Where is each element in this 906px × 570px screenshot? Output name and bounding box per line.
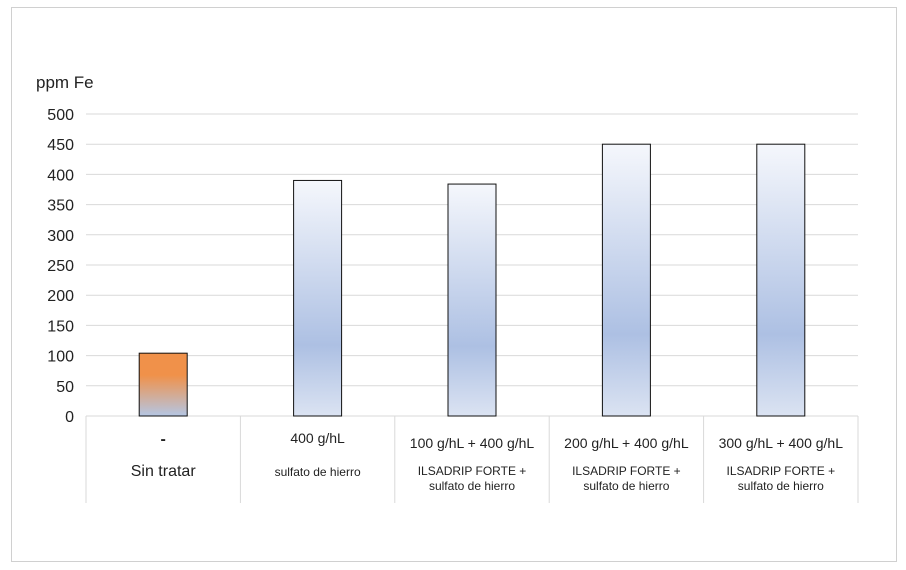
- category-label-line3: sulfato de hierro: [738, 479, 824, 493]
- category-label-line2: ILSADRIP FORTE +: [418, 464, 527, 478]
- y-tick-label: 350: [47, 198, 74, 215]
- y-tick-label: 300: [47, 228, 74, 245]
- category-label-line2: ILSADRIP FORTE +: [572, 464, 681, 478]
- y-tick-label: 100: [47, 349, 74, 366]
- category-label-line3: sulfato de hierro: [583, 479, 669, 493]
- y-tick-label: 250: [47, 258, 74, 275]
- category-label-line1: -: [161, 431, 166, 448]
- category-label-line1: 100 g/hL + 400 g/hL: [410, 435, 535, 451]
- category-label-line3: sulfato de hierro: [429, 479, 515, 493]
- y-tick-label: 400: [47, 167, 74, 184]
- category-label-line2: sulfato de hierro: [275, 465, 361, 479]
- category-label-line1: 200 g/hL + 400 g/hL: [564, 435, 689, 451]
- y-axis-label: ppm Fe: [36, 73, 94, 92]
- category-label-line1: 400 g/hL: [290, 430, 345, 446]
- bar: [756, 143, 806, 417]
- bar: [293, 179, 343, 417]
- category-label-line1: 300 g/hL + 400 g/hL: [719, 435, 844, 451]
- y-tick-label: 500: [47, 107, 74, 124]
- bar: [447, 183, 497, 417]
- bar: [138, 352, 188, 417]
- category-label-line2: Sin tratar: [131, 463, 197, 480]
- y-tick-label: 50: [56, 379, 74, 396]
- y-tick-label: 450: [47, 137, 74, 154]
- bar: [601, 143, 651, 417]
- category-label-line2: ILSADRIP FORTE +: [727, 464, 836, 478]
- y-tick-label: 200: [47, 288, 74, 305]
- y-tick-label: 150: [47, 318, 74, 335]
- y-tick-label: 0: [65, 409, 74, 426]
